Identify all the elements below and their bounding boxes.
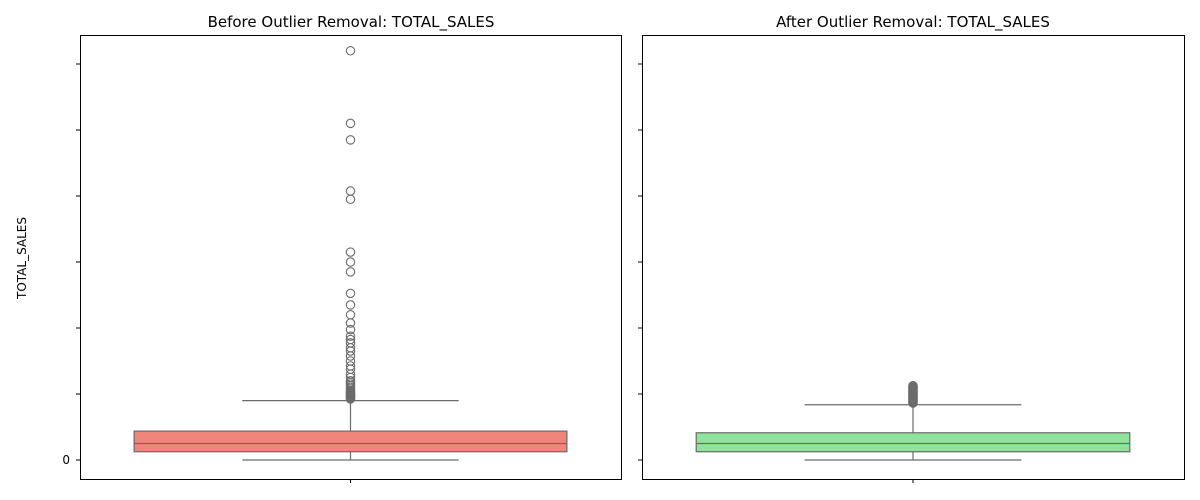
outlier-point [345,376,356,386]
outlier-point [345,267,356,277]
y-tick-label-zero: 0 [62,453,70,467]
after-y-ticks [638,63,914,483]
outlier-point [908,380,918,391]
outlier-point [345,186,356,196]
outlier-point [345,257,356,267]
outlier-point [345,288,356,299]
outlier-point [345,338,356,348]
after-panel: After Outlier Removal: TOTAL_SALES [638,13,1185,483]
outlier-point [345,46,356,56]
outlier-point [345,356,356,366]
outlier-point [345,247,356,257]
outlier-point [345,118,356,129]
before-panel: Before Outlier Removal: TOTAL_SALES TOTA… [15,13,622,483]
outlier-point [345,361,356,371]
outlier-point [345,324,356,335]
after-title: After Outlier Removal: TOTAL_SALES [776,13,1050,32]
iqr-box [133,430,568,453]
outlier-point [345,194,356,205]
outlier-point [345,351,356,361]
outlier-point [345,135,356,145]
iqr-box [695,432,1131,453]
outlier-point [345,300,356,310]
before-y-ticks [76,63,351,483]
before-boxplot [133,46,568,461]
y-axis-label: TOTAL_SALES [15,217,29,300]
before-title: Before Outlier Removal: TOTAL_SALES [208,13,495,32]
outlier-point [345,334,356,345]
after-boxplot [695,380,1131,461]
outlier-point [345,331,356,341]
outlier-point [345,310,356,320]
